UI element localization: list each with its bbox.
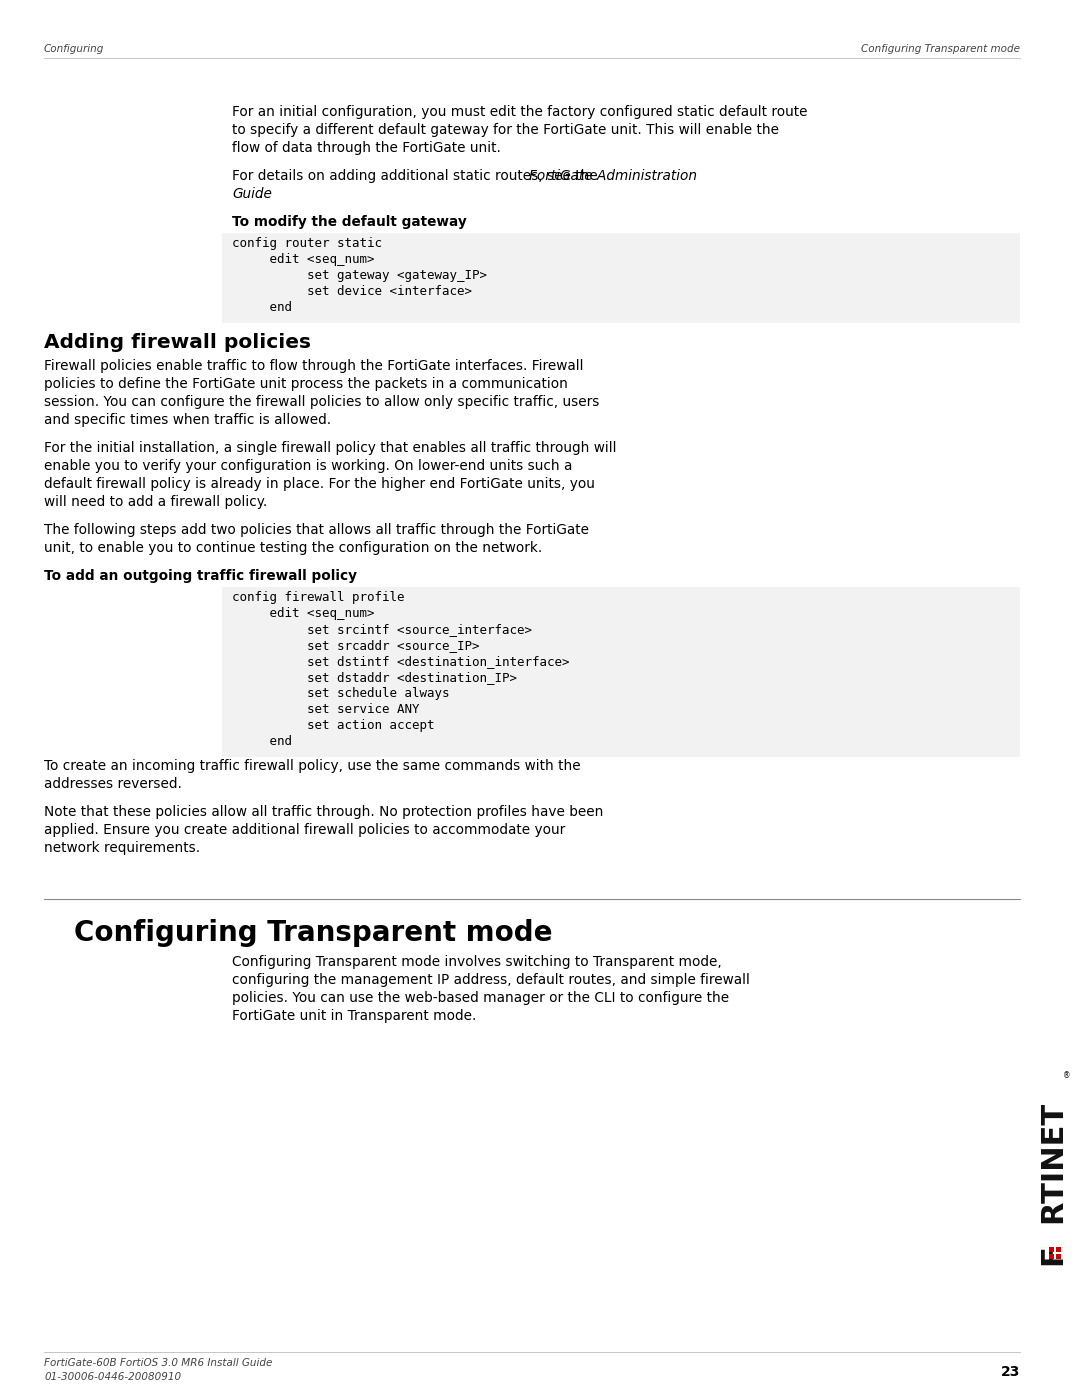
Text: will need to add a firewall policy.: will need to add a firewall policy. <box>44 495 267 509</box>
Text: to specify a different default gateway for the FortiGate unit. This will enable : to specify a different default gateway f… <box>232 123 779 137</box>
Text: set action accept: set action accept <box>232 719 434 732</box>
Text: configuring the management IP address, default routes, and simple firewall: configuring the management IP address, d… <box>232 972 750 988</box>
Text: FortiGate Administration: FortiGate Administration <box>529 169 697 183</box>
Text: set srcintf <source_interface>: set srcintf <source_interface> <box>232 623 532 636</box>
Text: end: end <box>232 300 292 314</box>
Text: FortiGate-60B FortiOS 3.0 MR6 Install Guide: FortiGate-60B FortiOS 3.0 MR6 Install Gu… <box>44 1358 272 1368</box>
Text: For an initial configuration, you must edit the factory configured static defaul: For an initial configuration, you must e… <box>232 105 808 119</box>
Text: The following steps add two policies that allows all traffic through the FortiGa: The following steps add two policies tha… <box>44 522 589 536</box>
Text: F  RTINET: F RTINET <box>1040 1104 1069 1267</box>
Text: set dstaddr <destination_IP>: set dstaddr <destination_IP> <box>232 671 517 685</box>
Text: policies. You can use the web-based manager or the CLI to configure the: policies. You can use the web-based mana… <box>232 990 729 1004</box>
Text: network requirements.: network requirements. <box>44 841 200 855</box>
Text: and specific times when traffic is allowed.: and specific times when traffic is allow… <box>44 414 332 427</box>
Bar <box>1056 1253 1061 1259</box>
Text: set dstintf <destination_interface>: set dstintf <destination_interface> <box>232 655 569 668</box>
Text: addresses reversed.: addresses reversed. <box>44 777 181 791</box>
Text: Adding firewall policies: Adding firewall policies <box>44 332 311 352</box>
Text: Configuring Transparent mode: Configuring Transparent mode <box>75 919 553 947</box>
Text: set gateway <gateway_IP>: set gateway <gateway_IP> <box>232 270 487 282</box>
Text: .: . <box>258 187 262 201</box>
Text: For details on adding additional static routes, see the: For details on adding additional static … <box>232 169 603 183</box>
Text: ®: ® <box>1063 1071 1070 1080</box>
Text: Configuring Transparent mode: Configuring Transparent mode <box>861 43 1020 54</box>
Bar <box>222 587 1020 757</box>
Text: applied. Ensure you create additional firewall policies to accommodate your: applied. Ensure you create additional fi… <box>44 823 565 837</box>
Bar <box>1049 1253 1054 1259</box>
Text: Guide: Guide <box>232 187 272 201</box>
Text: Configuring: Configuring <box>44 43 105 54</box>
Text: set device <interface>: set device <interface> <box>232 285 472 298</box>
Text: set schedule always: set schedule always <box>232 687 449 700</box>
Text: To create an incoming traffic firewall policy, use the same commands with the: To create an incoming traffic firewall p… <box>44 759 581 773</box>
Text: end: end <box>232 735 292 747</box>
Text: Configuring Transparent mode involves switching to Transparent mode,: Configuring Transparent mode involves sw… <box>232 956 721 970</box>
Text: edit <seq_num>: edit <seq_num> <box>232 253 375 265</box>
Text: policies to define the FortiGate unit process the packets in a communication: policies to define the FortiGate unit pr… <box>44 377 568 391</box>
Text: set service ANY: set service ANY <box>232 703 419 717</box>
Text: config firewall profile: config firewall profile <box>232 591 405 604</box>
Text: edit <seq_num>: edit <seq_num> <box>232 608 375 620</box>
Text: 23: 23 <box>1001 1365 1020 1379</box>
Text: For the initial installation, a single firewall policy that enables all traffic : For the initial installation, a single f… <box>44 441 617 455</box>
Bar <box>222 233 1020 323</box>
Bar <box>1049 1246 1054 1252</box>
Text: default firewall policy is already in place. For the higher end FortiGate units,: default firewall policy is already in pl… <box>44 476 595 490</box>
Text: set srcaddr <source_IP>: set srcaddr <source_IP> <box>232 638 480 652</box>
Text: config router static: config router static <box>232 237 382 250</box>
Text: unit, to enable you to continue testing the configuration on the network.: unit, to enable you to continue testing … <box>44 541 542 555</box>
Bar <box>1056 1246 1061 1252</box>
Text: FortiGate unit in Transparent mode.: FortiGate unit in Transparent mode. <box>232 1009 476 1023</box>
Text: Firewall policies enable traffic to flow through the FortiGate interfaces. Firew: Firewall policies enable traffic to flow… <box>44 359 583 373</box>
Text: Note that these policies allow all traffic through. No protection profiles have : Note that these policies allow all traff… <box>44 805 604 819</box>
Text: session. You can configure the firewall policies to allow only specific traffic,: session. You can configure the firewall … <box>44 395 599 409</box>
Text: To add an outgoing traffic firewall policy: To add an outgoing traffic firewall poli… <box>44 569 357 583</box>
Text: enable you to verify your configuration is working. On lower-end units such a: enable you to verify your configuration … <box>44 460 572 474</box>
Text: 01-30006-0446-20080910: 01-30006-0446-20080910 <box>44 1372 181 1382</box>
Text: flow of data through the FortiGate unit.: flow of data through the FortiGate unit. <box>232 141 501 155</box>
Text: To modify the default gateway: To modify the default gateway <box>232 215 467 229</box>
